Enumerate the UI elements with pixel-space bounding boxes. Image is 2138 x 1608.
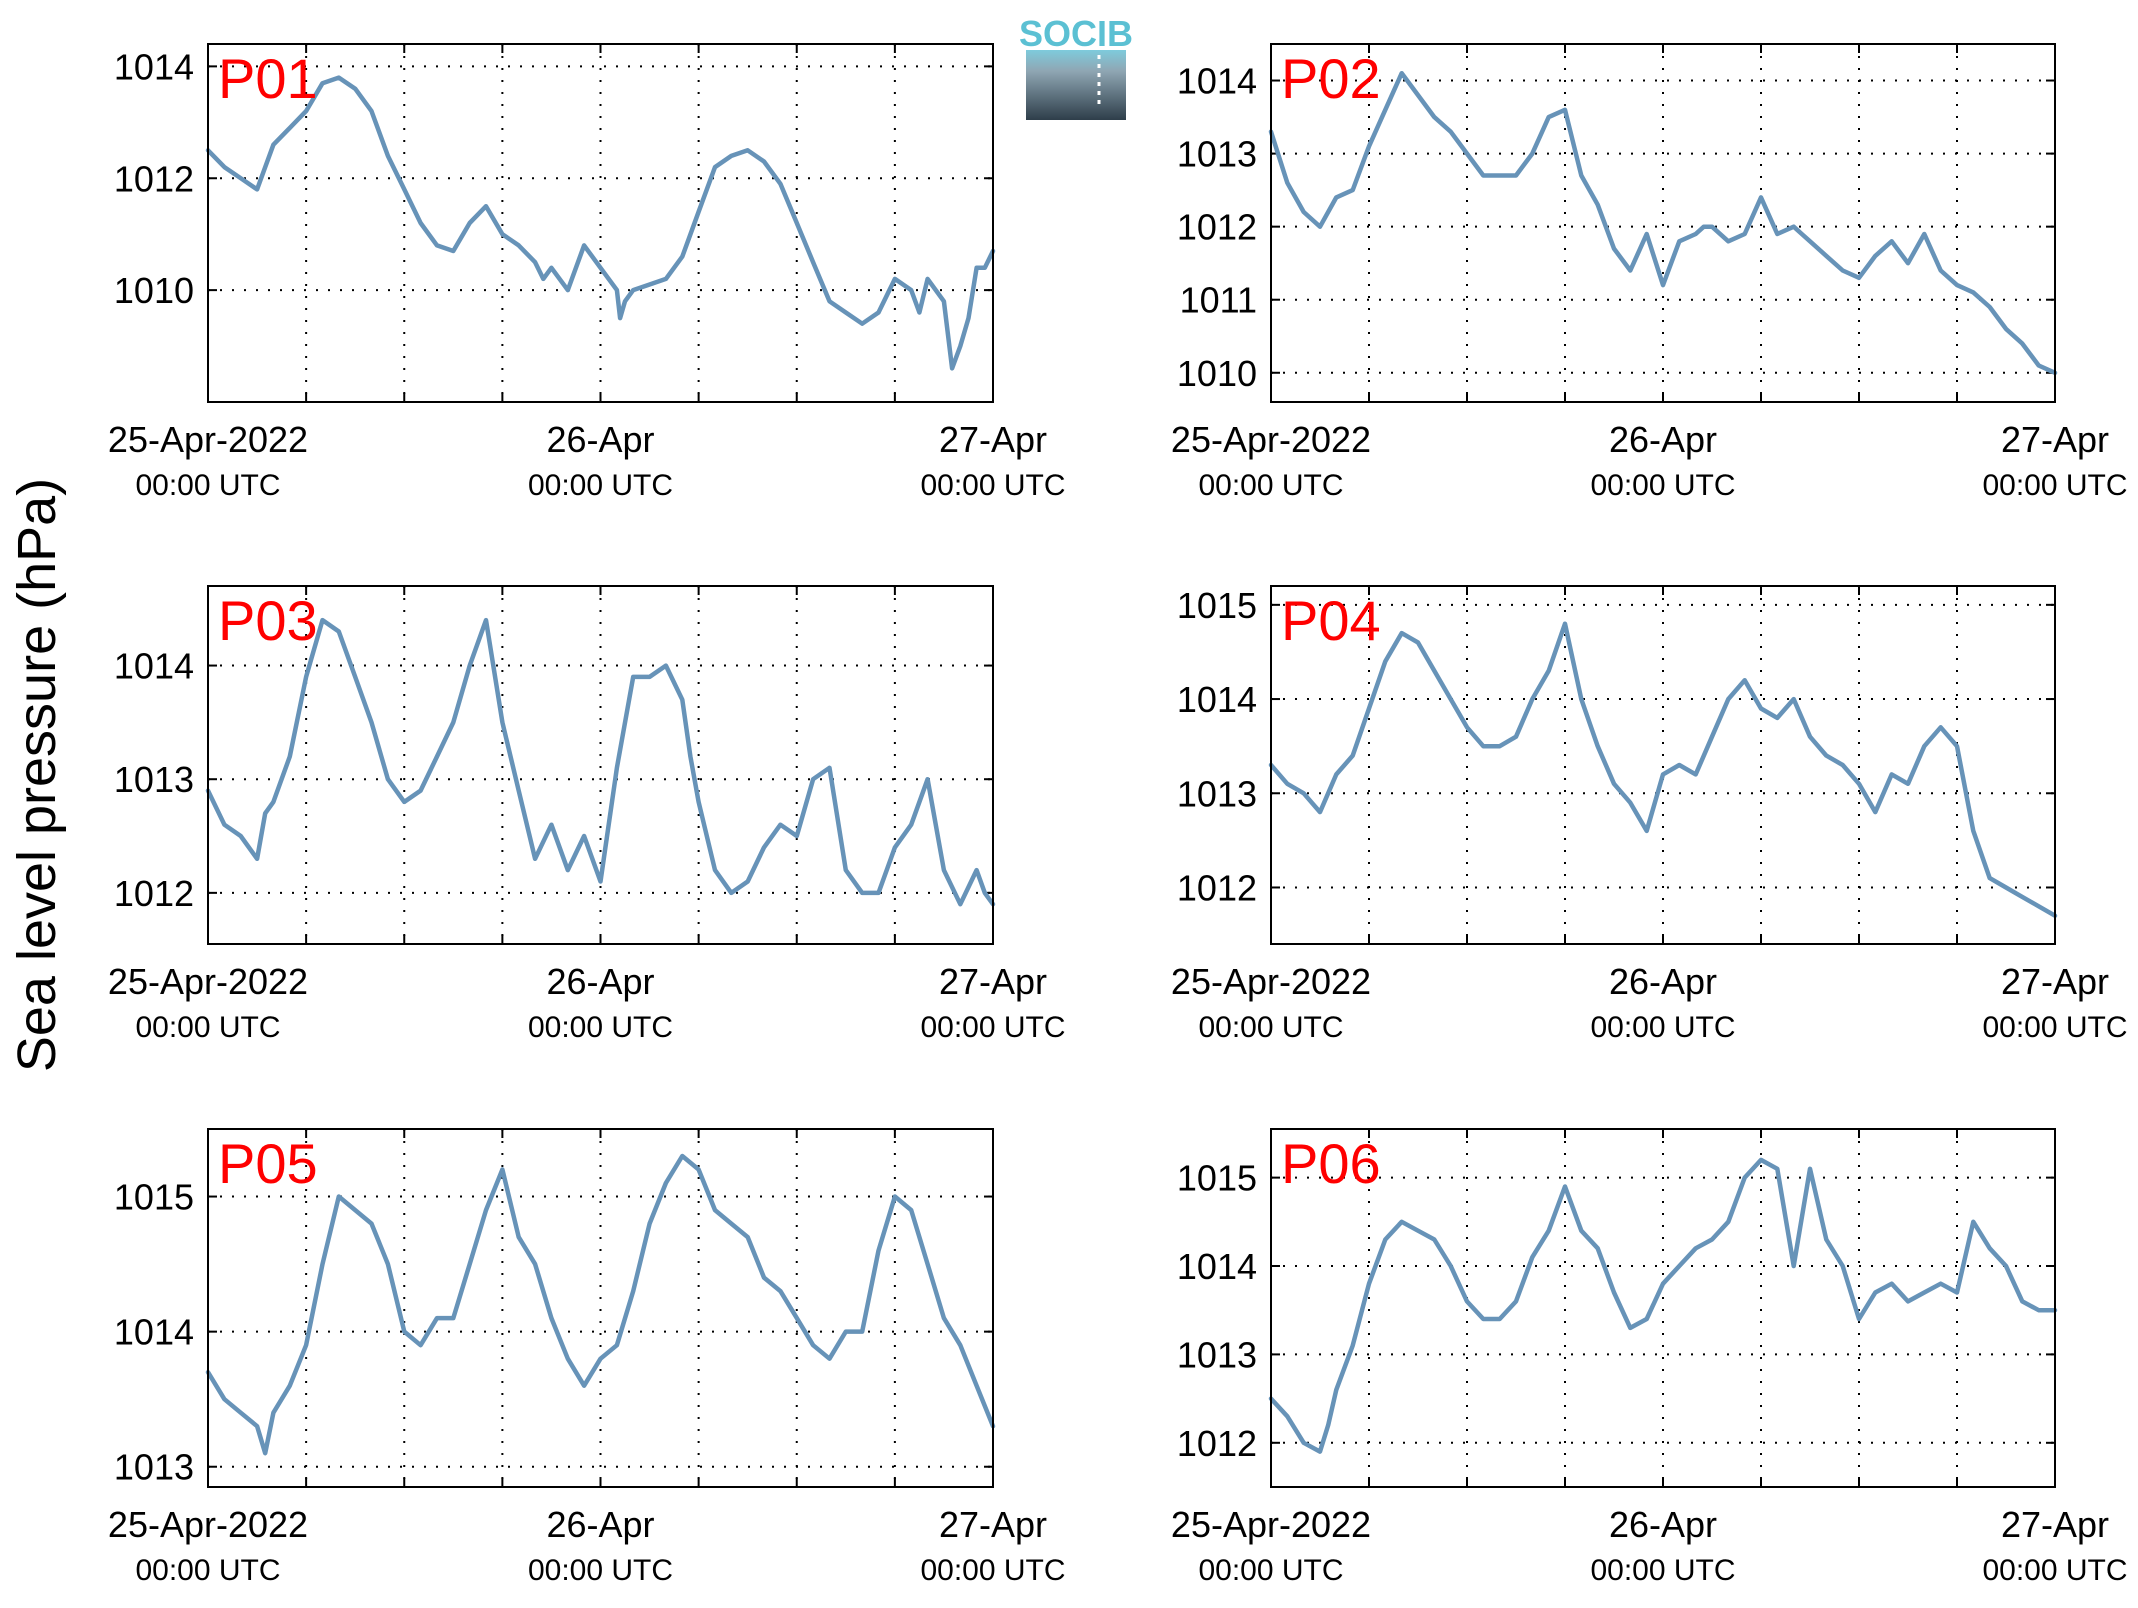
y-tick-label: 1011 <box>1180 280 1257 321</box>
panel-label-p03: P03 <box>218 589 318 652</box>
axes-frame <box>207 43 994 403</box>
panel-label-p01: P01 <box>218 47 318 110</box>
x-tick-label-time: 00:00 UTC <box>1198 1011 1343 1044</box>
y-tick-label: 1010 <box>114 270 194 311</box>
x-tick-label-date: 27-Apr <box>939 419 1047 460</box>
x-tick-label-date: 26-Apr <box>546 961 654 1002</box>
series-line-p04 <box>1268 621 2058 918</box>
x-tick-label-date: 27-Apr <box>2001 419 2109 460</box>
y-tick-label: 1014 <box>114 1312 194 1353</box>
series-line-p02 <box>1268 70 2058 376</box>
axes-frame <box>1270 585 2056 945</box>
y-tick-label: 1014 <box>1177 61 1257 102</box>
x-tick-label-date: 27-Apr <box>939 961 1047 1002</box>
chart-panel-p06: 1012 1013 1014 1015 25-Apr-2022 00:00 UTC 26-A… <box>1171 1128 2128 1587</box>
x-tick-label-date: 26-Apr <box>546 419 654 460</box>
series-line-p01 <box>205 75 996 371</box>
y-tick-label: 1012 <box>1177 1423 1257 1464</box>
chart-panel-p01: 1010 1012 1014 25-Apr-2022 00:00 UTC 26-Apr 00… <box>108 43 1066 502</box>
axes-frame <box>207 585 994 945</box>
chart-panel-p05: 1013 1014 1015 25-Apr-2022 00:00 UTC 26-Apr 00… <box>108 1128 1066 1587</box>
axes-frame <box>207 1128 994 1488</box>
x-tick-label-time: 00:00 UTC <box>1982 469 2127 502</box>
x-tick-label-date: 26-Apr <box>1609 419 1717 460</box>
x-tick-label-time: 00:00 UTC <box>1590 1011 1735 1044</box>
x-tick-label-date: 25-Apr-2022 <box>108 419 308 460</box>
x-tick-label-time: 00:00 UTC <box>1590 1554 1735 1587</box>
x-tick-label-time: 00:00 UTC <box>135 1011 280 1044</box>
y-tick-label: 1015 <box>1177 1158 1257 1199</box>
y-tick-label: 1014 <box>1177 679 1257 720</box>
x-tick-label-time: 00:00 UTC <box>1198 469 1343 502</box>
x-tick-label-time: 00:00 UTC <box>920 469 1065 502</box>
x-tick-label-date: 25-Apr-2022 <box>1171 1504 1371 1545</box>
panel-label-p02: P02 <box>1281 47 1381 110</box>
y-tick-label: 1012 <box>1177 867 1257 908</box>
axes-frame <box>1270 43 2056 403</box>
x-tick-label-time: 00:00 UTC <box>920 1011 1065 1044</box>
panel-label-p06: P06 <box>1281 1132 1381 1195</box>
logo-text: SOCIB <box>1019 13 1133 54</box>
x-tick-label-date: 26-Apr <box>546 1504 654 1545</box>
x-tick-label-time: 00:00 UTC <box>528 469 673 502</box>
logo-mark <box>1026 50 1126 120</box>
x-tick-label-date: 27-Apr <box>939 1504 1047 1545</box>
x-tick-label-date: 25-Apr-2022 <box>1171 961 1371 1002</box>
y-tick-label: 1014 <box>1177 1246 1257 1287</box>
x-tick-label-date: 27-Apr <box>2001 1504 2109 1545</box>
y-tick-label: 1013 <box>1177 773 1257 814</box>
y-tick-label: 1014 <box>114 646 194 687</box>
y-axis-label: Sea level pressure (hPa) <box>7 478 67 1072</box>
chart-panel-p03: 1012 1013 1014 25-Apr-2022 00:00 UTC 26-Apr 00… <box>108 585 1066 1044</box>
y-tick-label: 1013 <box>114 1447 194 1488</box>
y-tick-label: 1015 <box>1177 585 1257 626</box>
axes-frame <box>1270 1128 2056 1488</box>
y-tick-label: 1014 <box>114 46 194 87</box>
x-tick-label-time: 00:00 UTC <box>135 469 280 502</box>
chart-panel-p02: 1010 1011 1012 1013 1014 25-Apr-2022 00:00 UTC… <box>1171 43 2128 502</box>
x-tick-label-time: 00:00 UTC <box>528 1554 673 1587</box>
y-tick-label: 1012 <box>114 873 194 914</box>
x-tick-label-time: 00:00 UTC <box>135 1554 280 1587</box>
panel-label-p05: P05 <box>218 1132 318 1195</box>
x-tick-label-time: 00:00 UTC <box>528 1011 673 1044</box>
y-tick-label: 1013 <box>1177 134 1257 175</box>
series-line-p03 <box>205 617 996 907</box>
series-line-p05 <box>205 1153 996 1456</box>
socib-logo: SOCIB <box>1019 13 1133 120</box>
y-tick-label: 1012 <box>114 158 194 199</box>
x-tick-label-date: 25-Apr-2022 <box>1171 419 1371 460</box>
x-tick-label-time: 00:00 UTC <box>920 1554 1065 1587</box>
y-tick-label: 1012 <box>1177 207 1257 248</box>
x-tick-label-time: 00:00 UTC <box>1982 1554 2127 1587</box>
y-tick-label: 1013 <box>114 759 194 800</box>
x-tick-label-date: 25-Apr-2022 <box>108 1504 308 1545</box>
x-tick-label-date: 25-Apr-2022 <box>108 961 308 1002</box>
panel-label-p04: P04 <box>1281 589 1381 652</box>
x-tick-label-time: 00:00 UTC <box>1590 469 1735 502</box>
y-tick-label: 1010 <box>1177 353 1257 394</box>
y-tick-label: 1015 <box>114 1177 194 1218</box>
x-tick-label-time: 00:00 UTC <box>1198 1554 1343 1587</box>
y-tick-label: 1013 <box>1177 1334 1257 1375</box>
x-tick-label-date: 26-Apr <box>1609 961 1717 1002</box>
x-tick-label-time: 00:00 UTC <box>1982 1011 2127 1044</box>
chart-panel-p04: 1012 1013 1014 1015 25-Apr-2022 00:00 UTC 26-A… <box>1171 585 2128 1044</box>
x-tick-label-date: 26-Apr <box>1609 1504 1717 1545</box>
x-tick-label-date: 27-Apr <box>2001 961 2109 1002</box>
series-line-p06 <box>1268 1157 2058 1454</box>
